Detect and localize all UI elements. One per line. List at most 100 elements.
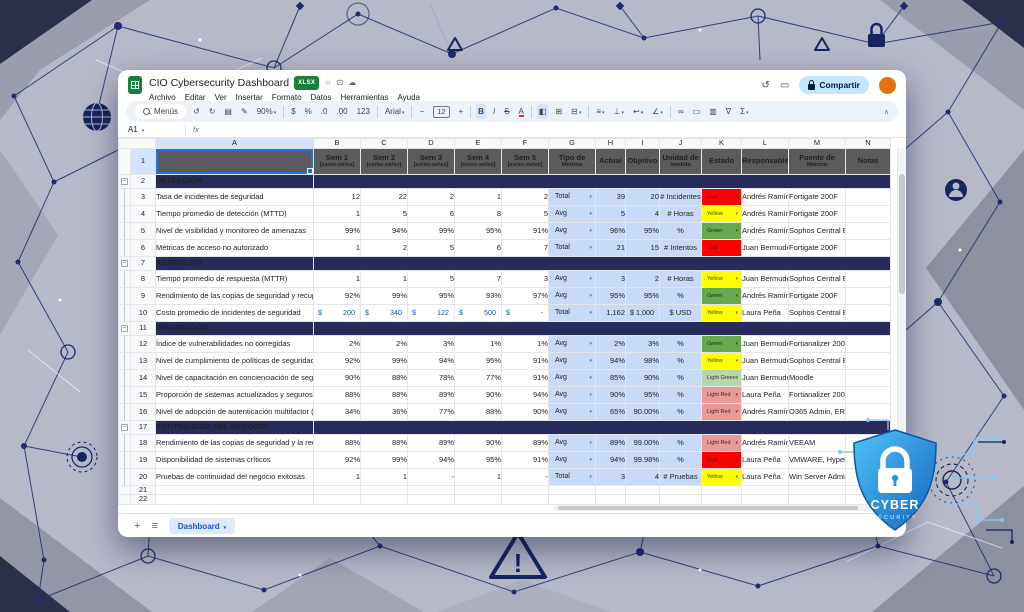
empty-cell[interactable] — [155, 494, 314, 505]
objetivo-value-cell[interactable]: 2 — [625, 270, 660, 288]
notas-cell[interactable] — [845, 270, 891, 288]
fuente-cell[interactable]: Fortianalizer 200F — [788, 335, 846, 353]
strikethrough-icon[interactable]: S — [502, 104, 511, 119]
metric-name-cell[interactable]: Costo promedio de incidentes de segurida… — [155, 304, 314, 322]
week-value-cell[interactable]: 90% — [313, 369, 361, 387]
column-header-E[interactable]: E — [454, 138, 502, 149]
metric-name-cell[interactable]: Rendimiento de las copias de seguridad y… — [155, 434, 314, 452]
metric-type-cell[interactable]: Avg — [548, 386, 596, 404]
metric-name-cell[interactable]: Disponibilidad de sistemas críticos — [155, 451, 314, 469]
unit-cell[interactable]: % — [659, 369, 702, 387]
unit-cell[interactable]: # Incidentes — [659, 188, 702, 206]
empty-cell[interactable] — [625, 494, 660, 505]
increase-decimals-icon[interactable]: .00 — [334, 104, 349, 119]
horizontal-scrollbar-thumb[interactable] — [558, 506, 858, 510]
more-formats-icon[interactable]: 123 — [355, 104, 372, 119]
responsable-cell[interactable]: Laura Peña — [741, 386, 789, 404]
responsable-cell[interactable]: Juan Bermudez — [741, 352, 789, 370]
vertical-scrollbar-thumb[interactable] — [899, 174, 905, 294]
header-cell[interactable]: Objetivo — [625, 148, 660, 175]
actual-value-cell[interactable]: 94% — [595, 352, 626, 370]
week-value-cell[interactable]: 89% — [407, 386, 455, 404]
unit-cell[interactable]: # Intentos — [659, 239, 702, 257]
fuente-cell[interactable]: Fortigate 200F — [788, 287, 846, 305]
header-cell[interactable]: Unidad de medida — [659, 148, 702, 175]
week-value-cell[interactable]: 22 — [360, 188, 408, 206]
share-button[interactable]: Compartir — [799, 76, 869, 94]
notas-cell[interactable] — [845, 239, 891, 257]
row-number[interactable]: 19 — [130, 451, 156, 469]
empty-cell[interactable] — [741, 494, 789, 505]
vertical-align-icon[interactable]: ⊥ — [612, 104, 626, 119]
column-header-B[interactable]: B — [313, 138, 361, 149]
responsable-cell[interactable]: Juan Bermudez — [741, 270, 789, 288]
name-box[interactable]: A1 — [128, 125, 178, 134]
undo-icon[interactable]: ↺ — [191, 104, 202, 119]
menu-item-4[interactable]: Formato — [271, 93, 302, 102]
week-value-cell[interactable]: 92% — [313, 352, 361, 370]
metric-type-cell[interactable]: Avg — [548, 222, 596, 240]
week-value-cell[interactable]: 1% — [454, 335, 502, 353]
collapse-group-icon[interactable] — [121, 325, 128, 333]
responsable-cell[interactable]: Andrés Ramírez — [741, 403, 789, 421]
metric-name-cell[interactable]: Nivel de adopción de autenticación multi… — [155, 403, 314, 421]
actual-value-cell[interactable]: 39 — [595, 188, 626, 206]
estado-cell[interactable]: Red — [701, 188, 742, 206]
metric-name-cell[interactable]: Tasa de incidentes de seguridad — [155, 188, 314, 206]
row-number[interactable]: 22 — [130, 494, 156, 505]
notas-cell[interactable] — [845, 222, 891, 240]
header-cell[interactable]: Responsable — [741, 148, 789, 175]
empty-cell[interactable] — [360, 484, 408, 496]
menu-item-0[interactable]: Archivo — [149, 93, 176, 102]
borders-icon[interactable]: ⊞ — [553, 104, 564, 119]
header-cell[interactable]: Sem 3 [xx/xx-xx/xx] — [407, 148, 455, 175]
week-value-cell[interactable]: 2 — [407, 188, 455, 206]
week-value-cell[interactable]: 1% — [501, 335, 549, 353]
unit-cell[interactable]: % — [659, 434, 702, 452]
unit-cell[interactable]: $ USD — [659, 304, 702, 322]
week-value-cell[interactable]: 88% — [360, 369, 408, 387]
paint-format-icon[interactable]: ✎ — [239, 104, 250, 119]
week-value-cell[interactable]: - — [407, 468, 455, 486]
week-value-cell[interactable]: 3 — [501, 270, 549, 288]
week-value-cell[interactable]: 95% — [454, 451, 502, 469]
unit-cell[interactable]: % — [659, 335, 702, 353]
actual-value-cell[interactable]: 94% — [595, 451, 626, 469]
star-icon[interactable]: ☆ — [324, 78, 332, 87]
header-cell[interactable]: Sem 2 [xx/xx-xx/xx] — [360, 148, 408, 175]
row-number[interactable]: 8 — [130, 270, 156, 288]
week-value-cell[interactable]: 12 — [313, 188, 361, 206]
decrease-decimals-icon[interactable]: .0 — [319, 104, 330, 119]
actual-value-cell[interactable]: 95% — [595, 287, 626, 305]
week-value-cell[interactable]: 90% — [501, 403, 549, 421]
week-value-cell[interactable]: 99% — [407, 222, 455, 240]
week-value-cell[interactable]: 92% — [313, 287, 361, 305]
week-value-cell[interactable]: 97% — [501, 287, 549, 305]
metric-name-cell[interactable]: Nivel de visibilidad y monitoreo de amen… — [155, 222, 314, 240]
actual-value-cell[interactable]: 85% — [595, 369, 626, 387]
metric-type-cell[interactable]: Avg — [548, 369, 596, 387]
actual-value-cell[interactable]: 21 — [595, 239, 626, 257]
decrease-font-size-icon[interactable]: − — [417, 104, 426, 119]
objetivo-value-cell[interactable]: 99.98% — [625, 451, 660, 469]
search-menus-button[interactable]: Menús — [135, 104, 187, 119]
sheet-tab-dashboard[interactable]: Dashboard — [168, 518, 236, 534]
week-value-cell[interactable]: 94% — [501, 386, 549, 404]
menu-item-3[interactable]: Insertar — [235, 93, 263, 102]
bold-icon[interactable]: B — [476, 104, 486, 119]
doc-title[interactable]: CIO Cybersecurity Dashboard — [149, 77, 290, 89]
column-header-I[interactable]: I — [625, 138, 660, 149]
metric-type-cell[interactable]: Total — [548, 239, 596, 257]
row-number[interactable]: 1 — [130, 148, 156, 175]
responsable-cell[interactable]: Laura Peña — [741, 468, 789, 486]
responsable-cell[interactable]: Andrés Ramírez — [741, 188, 789, 206]
collapse-group-icon[interactable] — [121, 424, 128, 432]
fuente-cell[interactable]: Fortianalizer 200F — [788, 386, 846, 404]
menu-item-6[interactable]: Herramientas — [340, 93, 389, 102]
column-header-C[interactable]: C — [360, 138, 408, 149]
cell-A1-selected[interactable] — [155, 148, 314, 175]
notas-cell[interactable] — [845, 369, 891, 387]
vertical-scrollbar[interactable] — [897, 148, 906, 513]
week-value-cell[interactable]: 77% — [454, 369, 502, 387]
row-number[interactable]: 4 — [130, 205, 156, 223]
